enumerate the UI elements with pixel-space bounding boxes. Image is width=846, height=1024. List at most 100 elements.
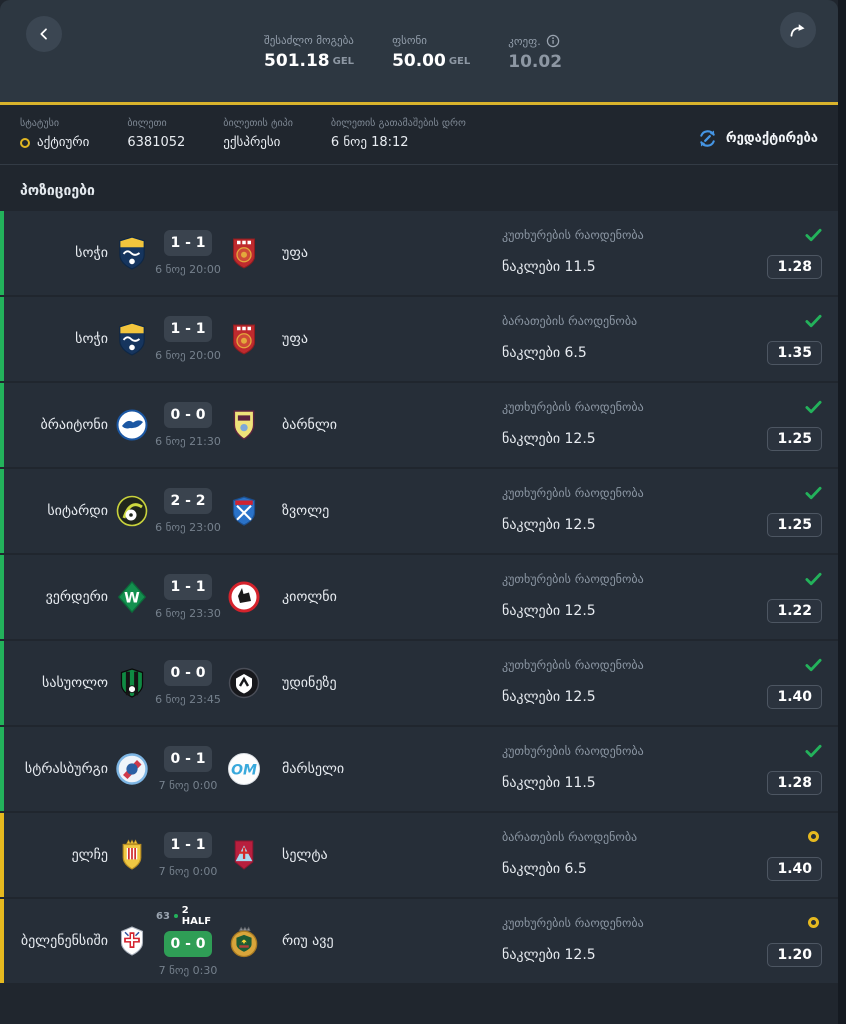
score: 1 - 1 bbox=[164, 574, 212, 600]
positions-title: პოზიციები bbox=[20, 183, 95, 199]
position-row[interactable]: ბრაიტონი 0 - 0 6 ნოე 21:30 ბარნლი კუთხურ… bbox=[0, 383, 838, 467]
home-team-logo-icon bbox=[108, 753, 156, 785]
selection-label: ნაკლები 12.5 bbox=[502, 688, 596, 705]
score: 1 - 1 bbox=[164, 832, 212, 858]
position-row[interactable]: სასუოლო 0 - 0 6 ნოე 23:45 უდინეზე კუთხურ… bbox=[0, 641, 838, 725]
home-team-logo-icon bbox=[108, 236, 156, 270]
share-button[interactable] bbox=[780, 12, 816, 48]
home-team-name: სტრასბურგი bbox=[24, 761, 108, 777]
coefficient-label: კოეფ. bbox=[508, 34, 541, 48]
score: 1 - 1 bbox=[164, 230, 212, 256]
svg-text:W: W bbox=[124, 591, 140, 607]
odds-value: 1.20 bbox=[767, 942, 822, 967]
score: 0 - 1 bbox=[164, 746, 212, 772]
back-button[interactable] bbox=[26, 16, 62, 52]
won-check-icon bbox=[804, 228, 822, 242]
position-row[interactable]: სოჭი 1 - 1 6 ნოე 20:00 უფა ბარათების რაო… bbox=[0, 297, 838, 381]
scroll-track[interactable] bbox=[838, 0, 846, 1024]
away-team-logo-icon bbox=[220, 494, 268, 528]
ticket-number-field: ბილეთი 6381052 bbox=[127, 118, 186, 150]
position-row[interactable]: ვერდერი W 1 - 1 6 ნოე 23:30 კიოლნი კუთხუ… bbox=[0, 555, 838, 639]
ticket-page: შესაძლო მოგება 501.18 GEL ფსონი 50.00 GEL … bbox=[0, 0, 838, 983]
away-team-name: სელტა bbox=[282, 847, 328, 863]
live-minute: 63 bbox=[156, 910, 170, 922]
stake-value: 50.00 GEL bbox=[392, 51, 471, 71]
market-label: ბარათების რაოდენობა bbox=[502, 829, 638, 844]
position-row[interactable]: სოჭი 1 - 1 6 ნოე 20:00 უფა კუთხურების რა… bbox=[0, 211, 838, 295]
match-date: 6 ნოე 20:00 bbox=[155, 349, 221, 362]
position-row[interactable]: სტრასბურგი 0 - 1 7 ნოე 0:00 OM მარსელი კ… bbox=[0, 727, 838, 811]
away-team-logo-icon bbox=[220, 924, 268, 958]
odds-value: 1.25 bbox=[767, 512, 822, 537]
won-check-icon bbox=[804, 572, 822, 586]
position-row[interactable]: ელჩე 1 - 1 7 ნოე 0:00 სელტა ბარათების რა… bbox=[0, 813, 838, 897]
match-date: 7 ნოე 0:30 bbox=[158, 964, 218, 977]
possible-win-value: 501.18 GEL bbox=[264, 51, 355, 71]
away-team-name: უფა bbox=[282, 245, 308, 261]
match-date: 6 ნოე 23:45 bbox=[155, 693, 221, 706]
active-status-icon bbox=[20, 137, 30, 148]
away-team-logo-icon bbox=[220, 236, 268, 270]
home-team-name: სოჭი bbox=[75, 331, 108, 347]
away-team-name: უფა bbox=[282, 331, 308, 347]
draw-time: 6 ნოე 18:12 bbox=[330, 135, 409, 150]
positions-list: სოჭი 1 - 1 6 ნოე 20:00 უფა კუთხურების რა… bbox=[0, 211, 838, 983]
ticket-header: შესაძლო მოგება 501.18 GEL ფსონი 50.00 GEL … bbox=[0, 0, 838, 105]
score: 0 - 0 bbox=[164, 402, 212, 428]
home-team-logo-icon bbox=[108, 409, 156, 441]
selection-label: ნაკლები 12.5 bbox=[502, 602, 596, 619]
away-team-name: ზვოლე bbox=[282, 503, 330, 519]
odds-value: 1.25 bbox=[767, 426, 822, 451]
home-team-name: სოჭი bbox=[75, 245, 108, 261]
ticket-meta: სტატუსი აქტიური ბილეთი 6381052 ბილეთის ტ… bbox=[0, 105, 838, 150]
possible-win-label: შესაძლო მოგება bbox=[264, 34, 354, 47]
market-label: კუთხურების რაოდენობა bbox=[502, 399, 644, 414]
stake-label: ფსონი bbox=[392, 34, 427, 47]
ticket-type-field: ბილეთის ტიპი ექსპრესი bbox=[223, 118, 293, 150]
away-team-name: მარსელი bbox=[282, 761, 345, 777]
coefficient-stat: კოეფ. 10.02 bbox=[508, 34, 563, 73]
market-label: კუთხურების რაოდენობა bbox=[502, 743, 644, 758]
selection-label: ნაკლები 12.5 bbox=[502, 430, 596, 447]
home-team-name: ბრაიტონი bbox=[40, 417, 108, 433]
selection-label: ნაკლები 12.5 bbox=[502, 946, 596, 963]
section-divider bbox=[0, 164, 838, 165]
market-label: ბარათების რაოდენობა bbox=[502, 313, 638, 328]
position-row[interactable]: ბელენენსიში 63 2 HALF 0 - 0 7 ნოე 0:30 რი… bbox=[0, 899, 838, 983]
info-icon[interactable] bbox=[546, 34, 560, 48]
match-date: 7 ნოე 0:00 bbox=[158, 779, 218, 792]
ticket-number: 6381052 bbox=[127, 135, 186, 150]
selection-label: ნაკლები 11.5 bbox=[502, 258, 596, 275]
status-field: სტატუსი აქტიური bbox=[20, 118, 90, 150]
away-team-name: რიუ ავე bbox=[282, 933, 334, 949]
away-team-logo-icon bbox=[220, 838, 268, 872]
home-team-name: ბელენენსიში bbox=[20, 933, 108, 949]
pending-circle-icon bbox=[804, 831, 822, 842]
home-team-logo-icon bbox=[108, 666, 156, 700]
home-team-name: ვერდერი bbox=[45, 589, 108, 605]
selection-label: ნაკლები 11.5 bbox=[502, 774, 596, 791]
score: 1 - 1 bbox=[164, 316, 212, 342]
selection-label: ნაკლები 6.5 bbox=[502, 344, 587, 361]
coefficient-value: 10.02 bbox=[508, 52, 563, 72]
home-team-name: ელჩე bbox=[71, 847, 108, 863]
market-label: კუთხურების რაოდენობა bbox=[502, 915, 644, 930]
away-team-logo-icon bbox=[220, 322, 268, 356]
odds-value: 1.28 bbox=[767, 770, 822, 795]
won-check-icon bbox=[804, 314, 822, 328]
edit-button[interactable]: რედაქტირება bbox=[697, 128, 818, 149]
home-team-logo-icon bbox=[108, 322, 156, 356]
position-row[interactable]: სიტარდი 2 - 2 6 ნოე 23:00 ზვოლე კუთხურებ… bbox=[0, 469, 838, 553]
chevron-left-icon bbox=[40, 28, 47, 40]
market-label: კუთხურების რაოდენობა bbox=[502, 227, 644, 242]
live-indicator: 63 2 HALF bbox=[156, 905, 220, 927]
away-team-logo-icon bbox=[220, 408, 268, 442]
ticket-type: ექსპრესი bbox=[223, 135, 281, 150]
score: 0 - 0 bbox=[164, 931, 212, 957]
possible-win-stat: შესაძლო მოგება 501.18 GEL bbox=[264, 34, 354, 72]
away-team-logo-icon: OM bbox=[220, 752, 268, 786]
home-team-logo-icon bbox=[108, 924, 156, 958]
odds-value: 1.28 bbox=[767, 254, 822, 279]
away-team-logo-icon bbox=[220, 667, 268, 699]
score: 2 - 2 bbox=[164, 488, 212, 514]
